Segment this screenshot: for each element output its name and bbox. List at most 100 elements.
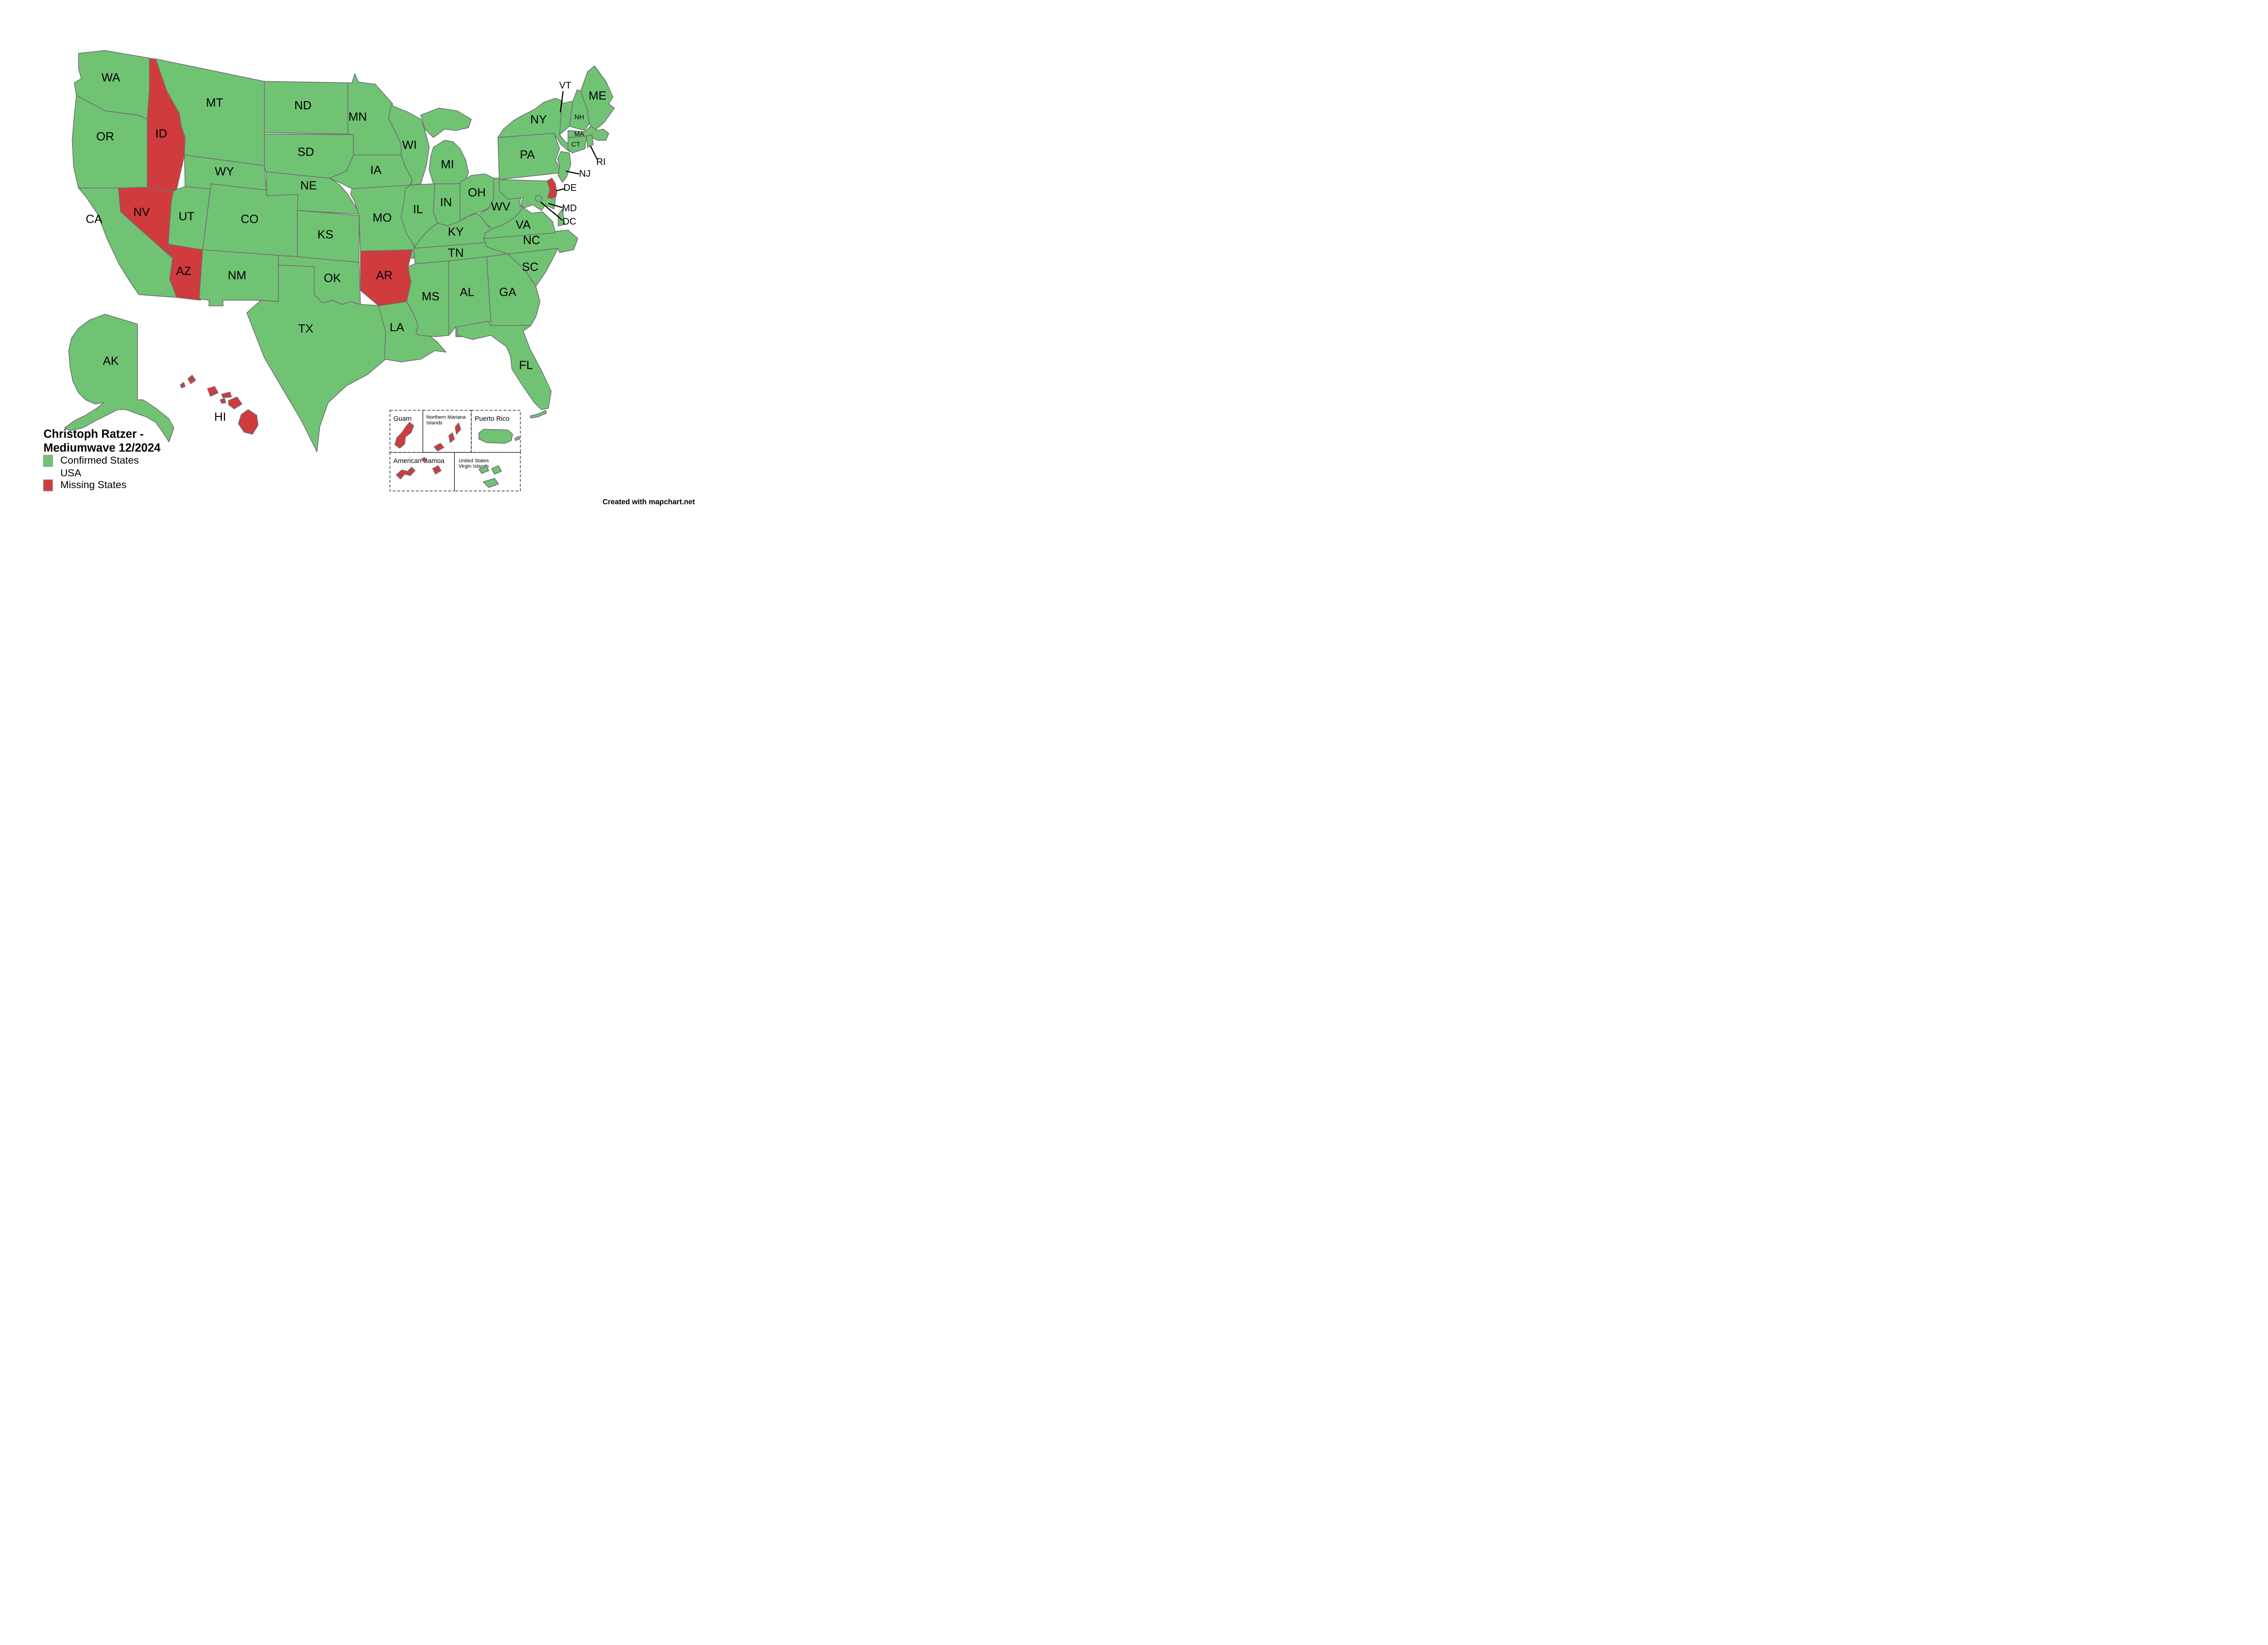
state-HI[interactable] bbox=[180, 375, 259, 435]
state-label-ID: ID bbox=[155, 127, 167, 140]
leader-VT bbox=[560, 91, 564, 113]
state-labels-layer: WA OR CA ID NV AZ UT MT WY CO NM ND SD NE KS OK TX MN IA MO… bbox=[86, 70, 606, 423]
legend-label-confirmed: Confirmed States bbox=[60, 455, 139, 466]
state-VT[interactable] bbox=[559, 100, 573, 135]
state-label-GA: GA bbox=[499, 285, 516, 299]
state-label-ND: ND bbox=[294, 98, 312, 112]
leader-MD bbox=[548, 203, 563, 208]
state-label-AK: AK bbox=[103, 354, 119, 367]
inset-title-as: American Samoa bbox=[393, 457, 445, 465]
legend-swatch-missing bbox=[43, 479, 53, 491]
state-RI[interactable] bbox=[586, 134, 594, 148]
state-label-MT: MT bbox=[206, 96, 223, 109]
legend-label-confirmed-line2: USA bbox=[60, 467, 81, 479]
state-label-MO: MO bbox=[372, 211, 391, 225]
state-label-LA: LA bbox=[390, 320, 405, 334]
territory-us-virgin-islands[interactable] bbox=[479, 465, 502, 488]
state-label-OH: OH bbox=[468, 186, 486, 199]
state-label-NH: NH bbox=[574, 114, 584, 121]
leader-lines bbox=[540, 91, 598, 221]
state-AK[interactable] bbox=[64, 313, 175, 442]
state-label-ME: ME bbox=[588, 89, 606, 103]
territory-guam[interactable] bbox=[394, 421, 414, 449]
inset-cell-pr bbox=[471, 410, 521, 453]
state-MI[interactable] bbox=[420, 108, 472, 184]
territory-puerto-rico[interactable] bbox=[479, 429, 520, 444]
inset-title-nmi-line1: Northern Mariana bbox=[426, 415, 466, 420]
legend-label-missing: Missing States bbox=[60, 479, 127, 490]
state-label-MN: MN bbox=[348, 110, 367, 123]
state-label-PA: PA bbox=[520, 147, 535, 161]
inset-cell-vi bbox=[454, 452, 521, 491]
state-TX[interactable] bbox=[246, 264, 388, 452]
state-label-OK: OK bbox=[324, 271, 341, 285]
leader-NJ bbox=[566, 171, 580, 175]
state-label-NM: NM bbox=[228, 268, 246, 282]
legend-title-line2: Mediumwave 12/2024 bbox=[44, 442, 161, 455]
state-label-FL: FL bbox=[519, 358, 533, 372]
state-label-KS: KS bbox=[318, 228, 333, 241]
state-label-WY: WY bbox=[215, 165, 234, 178]
leader-DC bbox=[540, 201, 563, 221]
state-label-NC: NC bbox=[523, 233, 540, 247]
state-label-KY: KY bbox=[448, 225, 464, 239]
state-label-VA: VA bbox=[516, 218, 531, 231]
map-canvas: WA OR CA ID NV AZ UT MT WY CO NM ND SD NE KS OK TX MN IA MO… bbox=[0, 0, 701, 509]
state-label-SD: SD bbox=[298, 145, 314, 158]
state-ME[interactable] bbox=[580, 65, 615, 131]
territory-northern-mariana-islands[interactable] bbox=[434, 422, 461, 452]
state-label-NJ: NJ bbox=[579, 169, 591, 179]
us-states-layer bbox=[64, 50, 615, 452]
state-label-IL: IL bbox=[413, 202, 423, 216]
state-label-CO: CO bbox=[241, 212, 259, 226]
state-HI-group bbox=[180, 375, 259, 435]
state-label-WI: WI bbox=[402, 138, 417, 152]
state-label-NE: NE bbox=[300, 178, 317, 192]
leader-RI bbox=[590, 146, 598, 161]
state-label-CA: CA bbox=[86, 212, 103, 226]
state-DC[interactable] bbox=[535, 195, 543, 202]
state-label-WV: WV bbox=[491, 200, 511, 213]
inset-title-pr: Puerto Rico bbox=[475, 416, 510, 423]
state-label-MA: MA bbox=[574, 131, 584, 138]
state-label-NV: NV bbox=[133, 205, 150, 219]
state-label-AR: AR bbox=[376, 268, 393, 282]
territory-insets: Guam Northern Mariana Islands Puerto Ric… bbox=[389, 410, 521, 491]
state-label-AZ: AZ bbox=[176, 264, 191, 278]
state-label-OR: OR bbox=[96, 129, 114, 143]
state-label-SC: SC bbox=[522, 260, 539, 274]
state-label-VT: VT bbox=[559, 80, 572, 91]
state-label-RI: RI bbox=[596, 157, 606, 167]
inset-title-vi-line2: Virgin Islands bbox=[459, 464, 489, 469]
state-label-DE: DE bbox=[563, 183, 577, 193]
credit-text: Created with mapchart.net bbox=[602, 498, 695, 506]
inset-title-guam: Guam bbox=[393, 416, 411, 423]
state-label-IN: IN bbox=[440, 196, 452, 209]
state-label-AL: AL bbox=[460, 285, 474, 299]
state-label-TX: TX bbox=[298, 322, 313, 335]
state-label-MD: MD bbox=[562, 203, 577, 213]
legend: Christoph Ratzer - Mediumwave 12/2024 Co… bbox=[43, 428, 161, 491]
state-label-HI: HI bbox=[214, 410, 226, 424]
state-label-MI: MI bbox=[441, 157, 454, 171]
legend-title-line1: Christoph Ratzer - bbox=[44, 428, 144, 441]
state-FL[interactable] bbox=[457, 321, 552, 419]
state-label-UT: UT bbox=[179, 210, 195, 223]
legend-swatch-confirmed bbox=[43, 455, 53, 467]
state-CT[interactable] bbox=[567, 136, 587, 153]
state-label-TN: TN bbox=[448, 246, 464, 259]
inset-cell-nmi bbox=[422, 410, 472, 453]
inset-cell-as bbox=[389, 452, 455, 491]
state-NJ[interactable] bbox=[557, 151, 572, 183]
state-label-CT: CT bbox=[571, 141, 580, 148]
state-NC[interactable] bbox=[483, 230, 578, 255]
state-label-MS: MS bbox=[422, 289, 440, 303]
state-label-WA: WA bbox=[102, 70, 121, 84]
territory-american-samoa[interactable] bbox=[396, 457, 442, 480]
inset-title-vi-line1: United States bbox=[459, 458, 489, 464]
state-label-IA: IA bbox=[370, 163, 381, 176]
inset-title-nmi-line2: Islands bbox=[426, 420, 443, 426]
inset-cell-guam bbox=[389, 410, 423, 453]
state-label-NY: NY bbox=[530, 113, 547, 126]
state-label-DC: DC bbox=[562, 216, 576, 227]
